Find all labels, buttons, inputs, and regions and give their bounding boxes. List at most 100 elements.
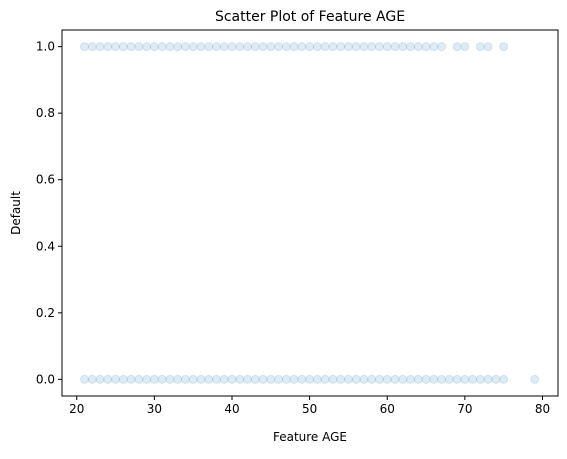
data-point bbox=[126, 42, 136, 52]
data-point bbox=[219, 374, 229, 384]
data-point bbox=[188, 42, 198, 52]
data-point bbox=[149, 374, 159, 384]
data-point bbox=[111, 42, 121, 52]
data-point bbox=[243, 374, 253, 384]
chart-title: Scatter Plot of Feature AGE bbox=[215, 9, 405, 25]
data-point bbox=[95, 42, 105, 52]
plot-area-frame bbox=[61, 29, 559, 397]
data-point bbox=[351, 374, 361, 384]
data-point bbox=[328, 374, 338, 384]
data-point bbox=[421, 42, 431, 52]
data-point bbox=[382, 374, 392, 384]
data-point bbox=[452, 374, 462, 384]
data-point bbox=[173, 374, 183, 384]
data-point bbox=[142, 42, 152, 52]
data-point bbox=[165, 374, 175, 384]
data-point bbox=[196, 42, 206, 52]
x-tick-label: 30 bbox=[147, 402, 162, 416]
data-point bbox=[390, 42, 400, 52]
data-point bbox=[437, 42, 447, 52]
data-point bbox=[297, 42, 307, 52]
data-point bbox=[413, 374, 423, 384]
data-point bbox=[103, 42, 113, 52]
data-point bbox=[235, 374, 245, 384]
x-tick-label: 50 bbox=[302, 402, 317, 416]
data-point bbox=[281, 374, 291, 384]
data-point bbox=[95, 374, 105, 384]
y-axis-label: Default bbox=[9, 191, 23, 235]
data-point bbox=[499, 374, 509, 384]
data-point bbox=[80, 42, 90, 52]
data-point bbox=[491, 374, 501, 384]
data-point bbox=[173, 42, 183, 52]
data-point bbox=[134, 42, 144, 52]
data-point bbox=[398, 374, 408, 384]
data-point bbox=[374, 42, 384, 52]
data-point bbox=[398, 42, 408, 52]
data-point bbox=[312, 42, 322, 52]
data-point bbox=[87, 374, 97, 384]
y-tick-label: 1.0 bbox=[36, 40, 55, 54]
points-layer bbox=[80, 42, 540, 384]
data-point bbox=[289, 374, 299, 384]
data-point bbox=[312, 374, 322, 384]
data-point bbox=[227, 42, 237, 52]
data-point bbox=[180, 42, 190, 52]
data-point bbox=[406, 42, 416, 52]
data-point bbox=[483, 374, 493, 384]
data-point bbox=[390, 374, 400, 384]
data-point bbox=[118, 374, 128, 384]
data-point bbox=[235, 42, 245, 52]
data-point bbox=[118, 42, 128, 52]
data-point bbox=[227, 374, 237, 384]
data-point bbox=[406, 374, 416, 384]
data-point bbox=[103, 374, 113, 384]
data-point bbox=[211, 374, 221, 384]
data-point bbox=[157, 374, 167, 384]
data-point bbox=[274, 374, 284, 384]
data-point bbox=[204, 42, 214, 52]
data-point bbox=[530, 374, 540, 384]
data-point bbox=[80, 374, 90, 384]
data-point bbox=[437, 374, 447, 384]
data-point bbox=[343, 42, 353, 52]
data-point bbox=[289, 42, 299, 52]
x-tick-label: 80 bbox=[535, 402, 550, 416]
x-tick-label: 60 bbox=[380, 402, 395, 416]
data-point bbox=[250, 42, 260, 52]
data-point bbox=[134, 374, 144, 384]
data-point bbox=[204, 374, 214, 384]
x-tick-label: 20 bbox=[69, 402, 84, 416]
data-point bbox=[266, 42, 276, 52]
x-tick-label: 40 bbox=[224, 402, 239, 416]
y-tick-label: 0.6 bbox=[36, 173, 55, 187]
data-point bbox=[211, 42, 221, 52]
data-point bbox=[142, 374, 152, 384]
data-point bbox=[165, 42, 175, 52]
y-tick-label: 0.2 bbox=[36, 306, 55, 320]
data-point bbox=[421, 374, 431, 384]
data-point bbox=[444, 374, 454, 384]
data-point bbox=[196, 374, 206, 384]
data-point bbox=[460, 374, 470, 384]
data-point bbox=[320, 42, 330, 52]
data-point bbox=[367, 42, 377, 52]
data-point bbox=[258, 374, 268, 384]
data-point bbox=[297, 374, 307, 384]
data-point bbox=[219, 42, 229, 52]
data-point bbox=[126, 374, 136, 384]
data-point bbox=[429, 374, 439, 384]
data-point bbox=[180, 374, 190, 384]
data-point bbox=[266, 374, 276, 384]
data-point bbox=[305, 42, 315, 52]
data-point bbox=[149, 42, 159, 52]
data-point bbox=[374, 374, 384, 384]
data-point bbox=[305, 374, 315, 384]
data-point bbox=[336, 42, 346, 52]
data-point bbox=[452, 42, 462, 52]
data-point bbox=[413, 42, 423, 52]
data-point bbox=[157, 42, 167, 52]
data-point bbox=[328, 42, 338, 52]
data-point bbox=[483, 42, 493, 52]
x-tick-label: 70 bbox=[457, 402, 472, 416]
